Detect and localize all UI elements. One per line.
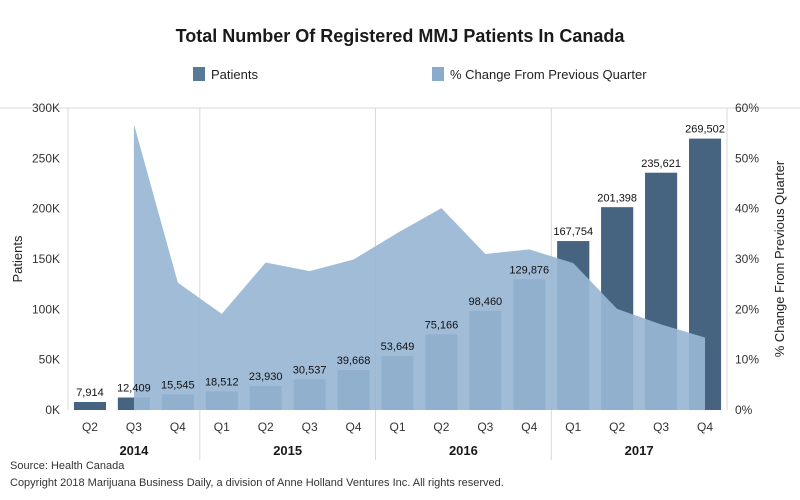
patients-bar (469, 310, 502, 410)
bar-data-label: 39,668 (337, 355, 371, 367)
left-tick-label: 250K (32, 151, 60, 165)
left-tick-label: 150K (32, 252, 60, 266)
right-tick-label: 40% (735, 202, 759, 216)
right-tick-label: 60% (735, 101, 759, 115)
patients-bar (337, 370, 370, 410)
left-tick-label: 50K (39, 353, 60, 367)
year-label: 2016 (449, 443, 478, 458)
left-tick-label: 0K (45, 403, 60, 417)
bar-data-label: 201,398 (597, 192, 637, 204)
legend-label-patients: Patients (211, 67, 258, 82)
bar-data-label: 12,409 (117, 383, 151, 395)
legend-swatch-pct-change (432, 67, 444, 81)
left-tick-label: 300K (32, 101, 60, 115)
left-axis-title: Patients (10, 235, 25, 282)
patients-bar (689, 138, 722, 410)
year-label: 2014 (119, 443, 149, 458)
axes: 0K 50K 100K 150K 200K 250K 300K 0% 10% 20% 30% 40% 5… (10, 101, 787, 458)
category-label: Q3 (302, 420, 318, 434)
right-tick-label: 20% (735, 302, 759, 316)
category-label: Q2 (433, 420, 449, 434)
category-label: Q2 (258, 420, 274, 434)
category-label: Q1 (565, 420, 581, 434)
patients-bar (205, 391, 238, 410)
patients-bar (425, 334, 458, 410)
category-label: Q3 (653, 420, 669, 434)
category-label: Q1 (389, 420, 405, 434)
patients-bar (73, 402, 106, 410)
patients-bars-front (73, 138, 722, 410)
bar-data-label: 15,545 (161, 379, 195, 391)
bar-data-label: 269,502 (685, 124, 725, 136)
right-tick-label: 30% (735, 252, 759, 266)
patients-bar (117, 397, 150, 410)
bar-data-label: 167,754 (553, 226, 593, 238)
patients-bar (249, 385, 282, 410)
category-label: Q3 (126, 420, 142, 434)
bar-data-label: 18,512 (205, 376, 239, 388)
bar-data-label: 53,649 (381, 341, 415, 353)
patients-bar (645, 172, 678, 410)
patients-bar (557, 241, 590, 410)
chart-title: Total Number Of Registered MMJ Patients … (175, 26, 625, 46)
footer-copyright: Copyright 2018 Marijuana Business Daily,… (10, 477, 504, 489)
patients-bar (381, 355, 414, 410)
right-tick-label: 0% (735, 403, 753, 417)
legend-label-pct-change: % Change From Previous Quarter (450, 67, 647, 82)
bar-data-label: 30,537 (293, 364, 327, 376)
category-label: Q4 (346, 420, 362, 434)
patients-bar (293, 379, 326, 410)
right-tick-label: 10% (735, 353, 759, 367)
bar-data-label: 235,621 (641, 158, 681, 170)
category-label: Q4 (521, 420, 537, 434)
bar-data-label: 129,876 (509, 264, 549, 276)
category-label: Q4 (170, 420, 186, 434)
legend-swatch-patients (193, 67, 205, 81)
patients-bar (601, 207, 634, 410)
year-label: 2015 (273, 443, 302, 458)
category-label: Q2 (82, 420, 98, 434)
left-tick-label: 100K (32, 302, 60, 316)
left-tick-label: 200K (32, 202, 60, 216)
patients-bar (161, 394, 194, 410)
right-tick-label: 50% (735, 151, 759, 165)
footer-source: Source: Health Canada (10, 460, 125, 472)
bar-data-label: 98,460 (469, 296, 503, 308)
bar-data-label: 23,930 (249, 371, 283, 383)
year-label: 2017 (625, 443, 654, 458)
category-label: Q4 (697, 420, 713, 434)
category-label: Q2 (609, 420, 625, 434)
category-label: Q1 (214, 420, 230, 434)
legend: Patients % Change From Previous Quarter (193, 67, 647, 82)
bar-data-label: 7,914 (76, 387, 104, 399)
patients-bar (513, 279, 546, 410)
right-axis-title: % Change From Previous Quarter (772, 160, 787, 357)
bar-data-label: 75,166 (425, 319, 459, 331)
bar-data-labels: 7,914 12,409 15,545 18,512 23,930 30,537 39,66… (76, 124, 725, 399)
category-label: Q3 (477, 420, 493, 434)
